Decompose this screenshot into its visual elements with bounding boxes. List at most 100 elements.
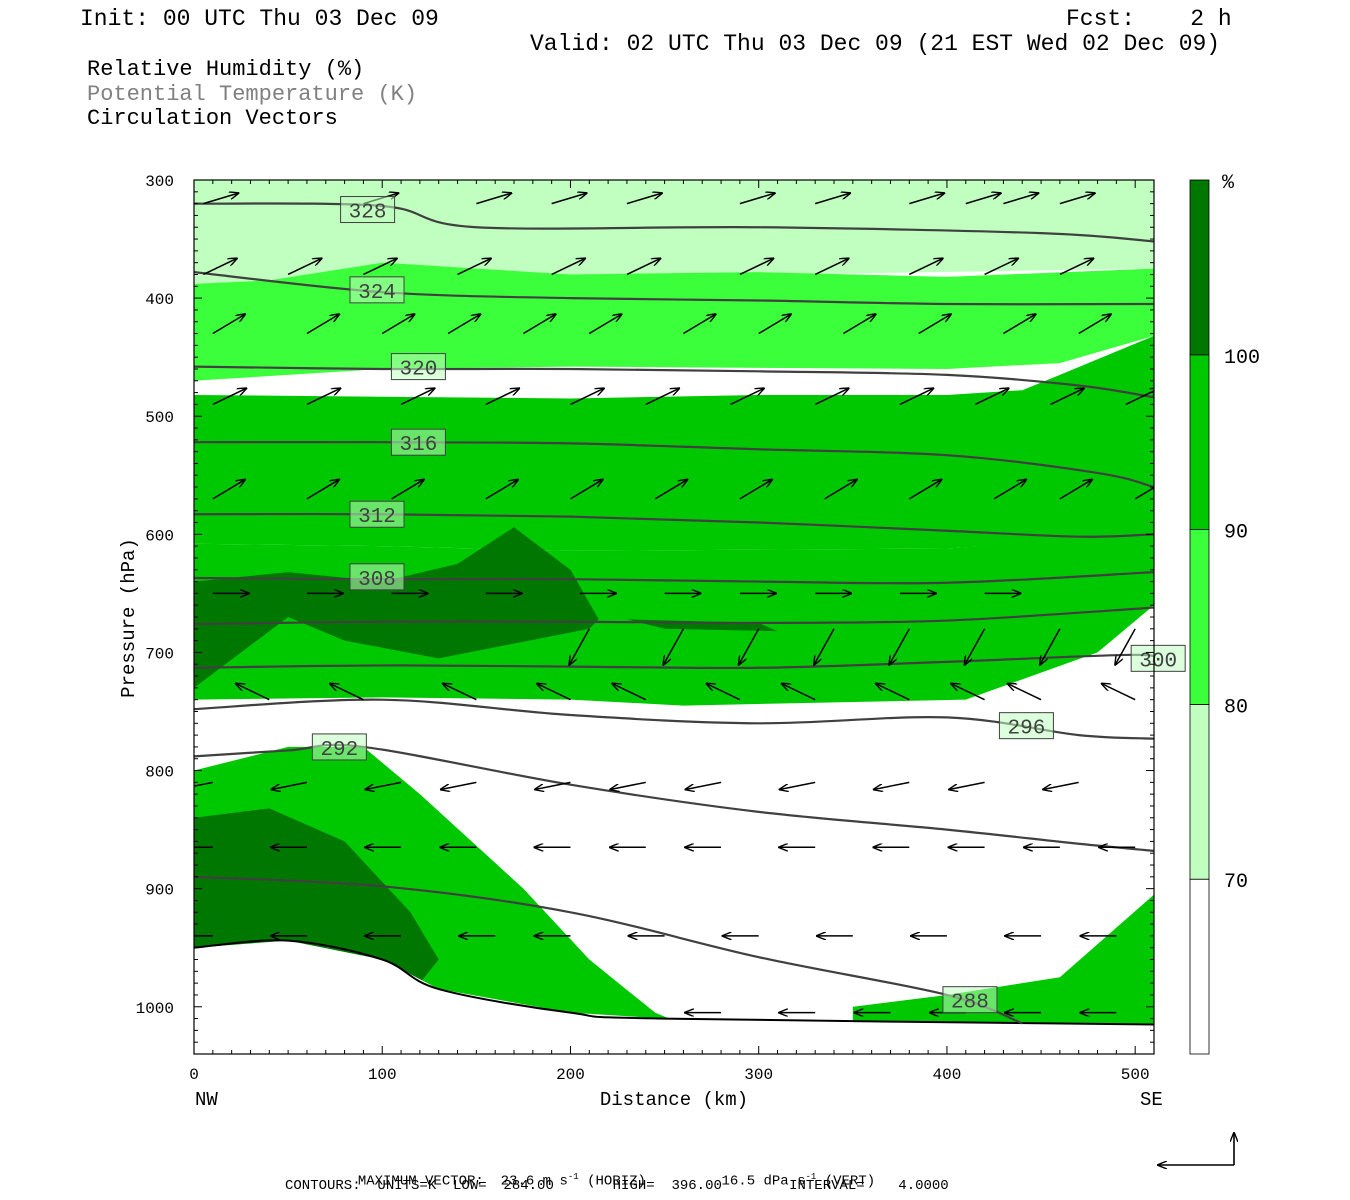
- theta-contour-320: [194, 365, 1154, 399]
- circulation-vector: [194, 781, 213, 787]
- circulation-vector: [1008, 684, 1042, 701]
- circulation-vector: [686, 781, 722, 789]
- circulation-vector: [366, 781, 402, 789]
- circulation-vector: [523, 314, 555, 335]
- circulation-vector: [391, 480, 424, 500]
- theta-label-292: 292: [320, 739, 358, 762]
- circulation-vector: [782, 684, 816, 701]
- colorbar-level-label: 70: [1224, 871, 1248, 894]
- circulation-vector: [1134, 486, 1154, 500]
- circulation-vector: [306, 480, 339, 500]
- circulation-vector: [212, 480, 245, 500]
- circulation-vector: [1043, 781, 1079, 789]
- theta-label-300: 300: [1139, 650, 1177, 673]
- y-tick-label: 300: [145, 173, 174, 191]
- circulation-vector: [287, 258, 321, 276]
- x-tick-label: 200: [556, 1066, 585, 1084]
- circulation-vector: [485, 388, 519, 406]
- circulation-vector: [974, 388, 1008, 406]
- circulation-vector: [843, 314, 875, 335]
- circulation-vector: [908, 258, 942, 276]
- theta-label-box-292: [311, 733, 367, 761]
- max-vector-horiz: (HORIZ) 16.5 dPa s: [578, 1173, 806, 1190]
- circulation-vector: [739, 480, 772, 500]
- circulation-vector: [814, 388, 848, 406]
- circulation-vector: [758, 314, 791, 335]
- circulation-vector: [447, 314, 480, 335]
- circulation-vector: [363, 258, 396, 276]
- terrain-line: [194, 939, 1154, 1026]
- colorbar-unit: %: [1222, 172, 1235, 195]
- circulation-vector: [739, 258, 773, 276]
- rh-region-0: [194, 180, 1154, 284]
- y-tick-label: 800: [145, 764, 174, 782]
- y-tick-label: 600: [145, 527, 174, 545]
- circulation-vector: [1102, 684, 1136, 701]
- circulation-vector: [876, 684, 910, 701]
- circulation-vector: [1003, 193, 1038, 205]
- colorbar-segment-0: [1189, 878, 1210, 1055]
- max-vector-sup1: -1: [567, 1172, 579, 1182]
- circulation-vector: [730, 388, 763, 406]
- terrain-fill: [194, 940, 1154, 1054]
- circulation-vector: [306, 388, 340, 406]
- theta-label-316: 316: [400, 434, 438, 457]
- rh-region-7: [194, 808, 439, 984]
- circulation-vector: [965, 193, 1001, 205]
- circulation-vector: [683, 314, 715, 335]
- valid-time: Valid: 02 UTC Thu 03 Dec 09 (21 EST Wed …: [530, 31, 1221, 57]
- legend-rh: Relative Humidity (%): [87, 57, 365, 82]
- circulation-vector: [663, 628, 685, 665]
- rh-region-1: [194, 262, 1154, 381]
- circulation-vector: [1003, 314, 1035, 335]
- contours-note: CONTOURS: UNITS=K LOW= 284.00 HIGH= 396.…: [285, 1178, 949, 1194]
- circulation-vector: [949, 781, 985, 789]
- circulation-vector: [706, 684, 741, 701]
- theta-label-box-316: [390, 428, 446, 456]
- circulation-vector: [271, 781, 308, 789]
- circulation-vector: [400, 388, 434, 406]
- theta-label-box-320: [390, 353, 446, 381]
- y-tick-label: 500: [145, 409, 174, 427]
- y-tick-label: 400: [145, 291, 174, 309]
- circulation-vector: [203, 258, 236, 276]
- circulation-vector: [1059, 258, 1093, 276]
- circulation-vector: [441, 781, 477, 789]
- circulation-vector: [626, 193, 662, 205]
- y-tick-label: 700: [145, 645, 174, 663]
- theta-label-box-312: [349, 500, 405, 528]
- theta-contour-292: [194, 743, 1154, 852]
- circulation-vector: [814, 258, 848, 276]
- x-tick-label: 0: [189, 1066, 199, 1084]
- reference-vector-icon: [1158, 1133, 1234, 1165]
- circulation-vector: [476, 193, 511, 205]
- rh-region-8: [852, 894, 1154, 1025]
- colorbar-segment-4: [1189, 179, 1210, 356]
- theta-label-296: 296: [1008, 718, 1046, 741]
- circulation-vector: [203, 193, 238, 205]
- circulation-vector: [1115, 628, 1136, 665]
- circulation-vector: [551, 193, 587, 205]
- left-end-label: NW: [195, 1089, 218, 1111]
- theta-contour-300: [194, 653, 1154, 670]
- circulation-vector: [570, 480, 602, 500]
- theta-contour-304: [194, 606, 1154, 626]
- theta-label-box-324: [349, 276, 405, 304]
- theta-label-box-288: [942, 986, 998, 1014]
- circulation-vector: [551, 258, 585, 276]
- circulation-vector: [588, 314, 621, 335]
- circulation-vector: [951, 684, 985, 701]
- x-tick-label: 100: [368, 1066, 397, 1084]
- circulation-vector: [570, 388, 603, 406]
- circulation-vector: [1059, 480, 1092, 500]
- theta-contour-316: [194, 441, 1154, 489]
- circulation-vector: [824, 480, 857, 500]
- init-time: Init: 00 UTC Thu 03 Dec 09: [80, 6, 439, 32]
- circulation-vector: [814, 628, 835, 665]
- circulation-vector: [739, 628, 760, 665]
- theta-label-288: 288: [951, 992, 989, 1015]
- colorbar-segment-3: [1189, 354, 1210, 530]
- circulation-vector: [612, 684, 647, 701]
- theta-label-320: 320: [400, 359, 438, 382]
